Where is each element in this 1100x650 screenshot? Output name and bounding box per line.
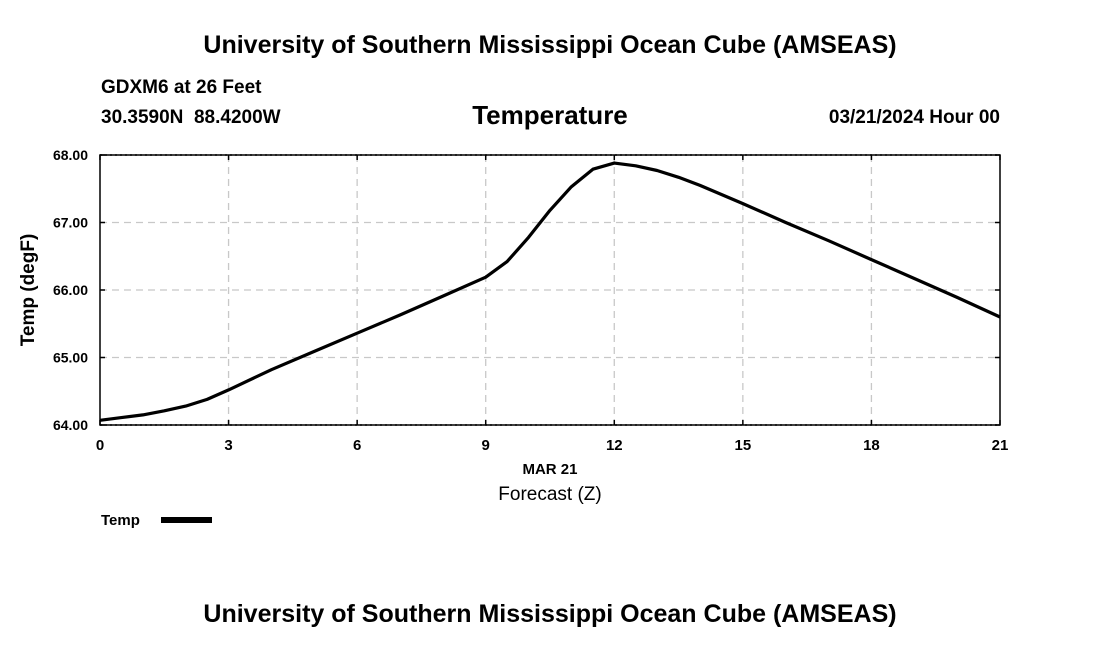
x-tick-label: 0 <box>96 437 104 454</box>
legend-label: Temp <box>101 512 140 529</box>
y-tick-label: 64.00 <box>53 417 88 433</box>
page-title-bottom: University of Southern Mississippi Ocean… <box>203 600 897 628</box>
x-tick-label: 9 <box>482 437 490 454</box>
axis-ticks <box>99 154 1001 426</box>
x-axis-label: Forecast (Z) <box>498 484 601 505</box>
x-axis-date: MAR 21 <box>522 461 577 478</box>
y-tick-label: 68.00 <box>53 147 88 163</box>
tick-labels: 0 3 6 9 12 15 18 21 64.00 65.00 66.00 67.00 68.00 <box>53 147 1008 454</box>
page-title-top: University of Southern Mississippi Ocean… <box>203 31 897 59</box>
y-axis-label: Temp (degF) <box>18 234 39 347</box>
station-label: GDXM6 at 26 Feet <box>101 77 262 98</box>
x-tick-label: 12 <box>606 437 623 454</box>
x-tick-label: 18 <box>863 437 880 454</box>
forecast-datetime: 03/21/2024 Hour 00 <box>828 107 1000 128</box>
temp-series-line <box>99 161 1001 422</box>
x-tick-label: 15 <box>735 437 752 454</box>
x-tick-label: 3 <box>224 437 232 454</box>
y-tick-label: 65.00 <box>53 350 88 366</box>
legend-swatch <box>161 517 212 523</box>
y-tick-label: 67.00 <box>53 215 88 231</box>
chart-title: Temperature <box>472 100 628 130</box>
x-tick-label: 6 <box>353 437 361 454</box>
y-tick-label: 66.00 <box>53 282 88 298</box>
x-tick-label: 21 <box>992 437 1009 454</box>
station-coordinates: 30.3590N 88.4200W <box>101 107 281 128</box>
grid-lines <box>100 154 1000 426</box>
